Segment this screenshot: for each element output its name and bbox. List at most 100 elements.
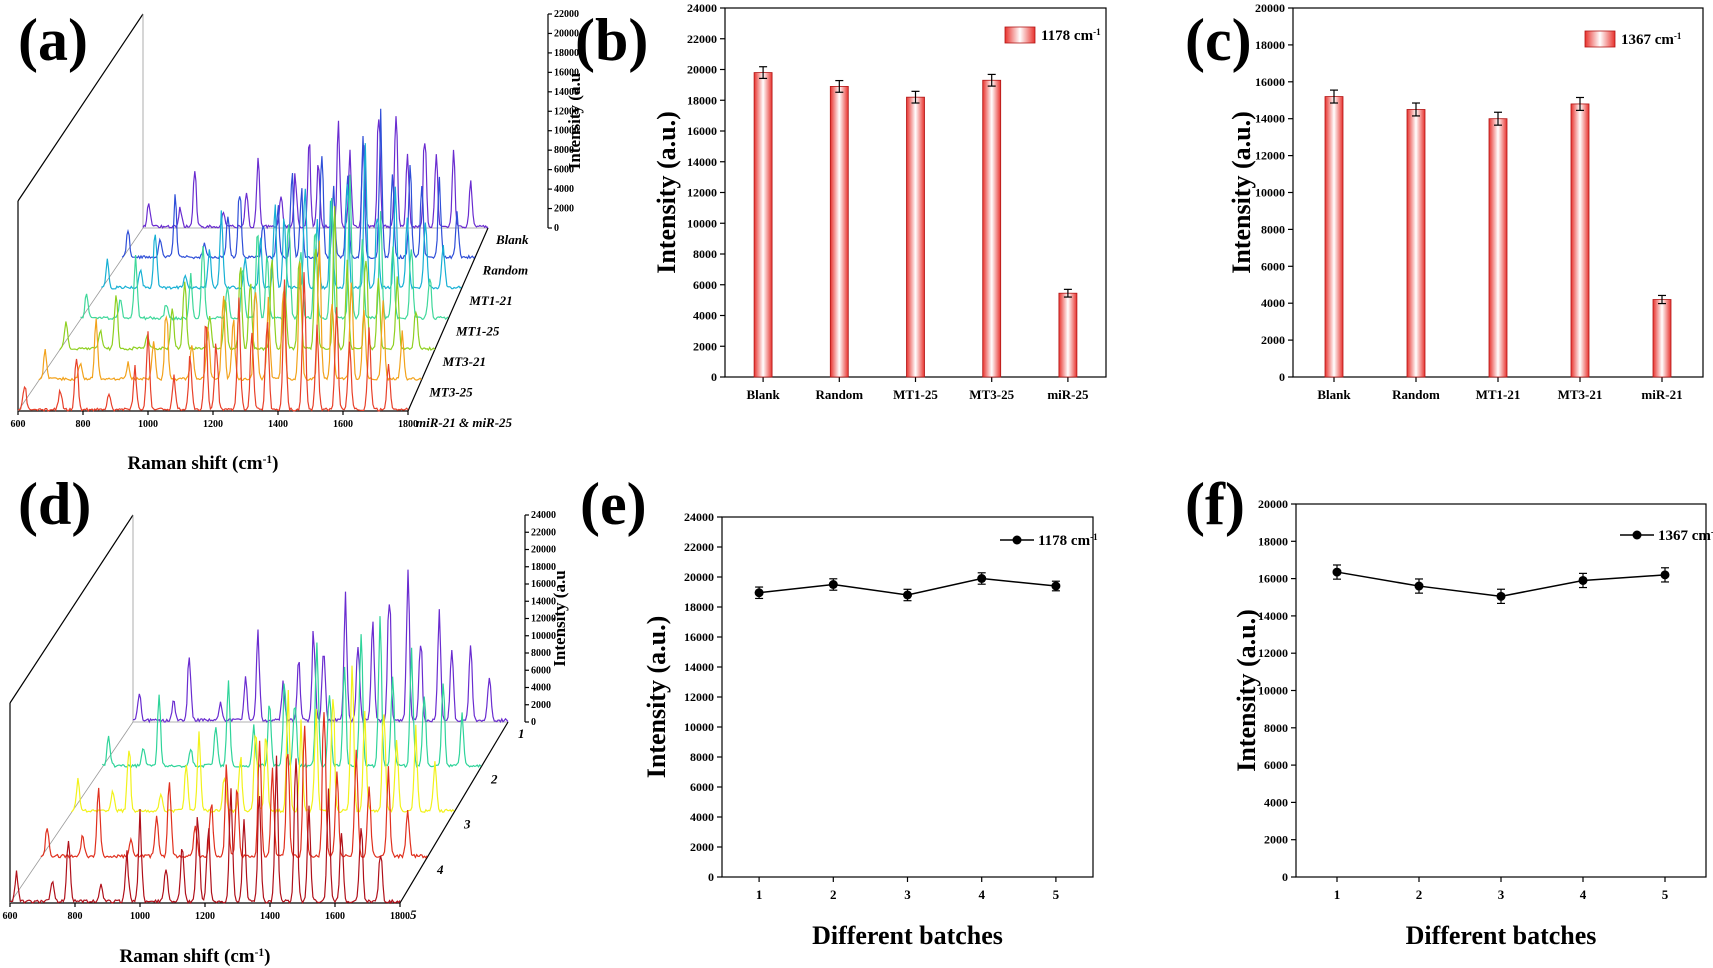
spectrum-line <box>59 206 436 352</box>
z-axis-title-text: Intensity (a.u <box>550 570 569 666</box>
data-point <box>754 588 764 598</box>
z-tick-label: 10000 <box>531 631 556 642</box>
y-tick-label: 4000 <box>1261 296 1285 310</box>
y-tick-label: 20000 <box>1255 1 1285 15</box>
x-tick-label: 1600 <box>325 911 345 922</box>
x-axis-title-end: ) <box>272 453 278 474</box>
y-axis-title-text: Intensity (a.u.) <box>642 616 671 779</box>
spectrum-line <box>17 272 409 413</box>
z-axis-title: Intensity (a.u <box>550 570 569 666</box>
x-tick-label: 1000 <box>130 911 150 922</box>
data-point <box>1414 581 1424 591</box>
legend-label: 1178 cm-1 <box>1038 532 1098 549</box>
y-tick-label: 14000 <box>687 155 717 169</box>
x-axis-title-text: Raman shift (cm <box>128 453 263 474</box>
y-tick-label: 10000 <box>1258 684 1288 698</box>
x-tick-label: 1600 <box>333 419 353 430</box>
y-tick-label: 12000 <box>687 186 717 200</box>
x-axis-title-text: Raman shift (cm <box>120 946 255 967</box>
x-category-label: MT3-25 <box>969 387 1014 402</box>
y-tick-label: 6000 <box>690 780 714 794</box>
legend-swatch <box>1004 26 1036 44</box>
y-tick-label: 8000 <box>690 750 714 764</box>
legend-marker <box>1632 530 1642 540</box>
superscript: -1 <box>255 947 265 959</box>
spectrum-line <box>101 143 462 291</box>
data-point <box>1660 570 1670 580</box>
z-tick-label: 0 <box>554 223 559 234</box>
bar <box>1324 96 1344 378</box>
x-tick-label: 1200 <box>195 911 215 922</box>
z-tick-label: 20000 <box>531 545 556 556</box>
bar <box>1652 299 1672 378</box>
data-point <box>1578 575 1588 585</box>
bar <box>982 79 1002 378</box>
bar <box>753 72 773 378</box>
x-category-label: Random <box>1392 387 1440 402</box>
y-tick-label: 10000 <box>1255 186 1285 200</box>
y-axis-title: Intensity (a.u.) <box>1232 609 1261 772</box>
y-tick-label: 16000 <box>1258 572 1288 586</box>
depth-line-right <box>407 227 489 412</box>
y-tick-label: 6000 <box>1261 259 1285 273</box>
depth-line-bottom <box>9 721 134 904</box>
x-tick-label: 1400 <box>260 911 280 922</box>
y-axis-title-text: Intensity (a.u.) <box>652 111 681 274</box>
z-axis-title-text: Intensity (a.u <box>565 73 584 169</box>
z-tick-label: 20000 <box>554 28 579 39</box>
bar <box>1488 118 1508 378</box>
legend-label: 1178 cm-1 <box>1041 27 1101 44</box>
data-point <box>1496 591 1506 601</box>
spectrum-line <box>142 116 489 230</box>
y-tick-label: 20000 <box>684 570 714 584</box>
series-label: 3 <box>463 817 471 832</box>
series-label: 5 <box>410 907 417 922</box>
y-tick-label: 18000 <box>684 600 714 614</box>
superscript: -1 <box>1093 27 1101 37</box>
z-tick-label: 24000 <box>531 510 556 521</box>
depth-line-bottom <box>17 227 144 412</box>
y-axis-title: Intensity (a.u.) <box>652 111 681 274</box>
legend-label: 1367 cm-1 <box>1658 527 1713 544</box>
x-tick-label: 1800 <box>390 911 410 922</box>
spectrum-line <box>133 569 509 724</box>
y-tick-label: 2000 <box>1261 333 1285 347</box>
panel-label: (b) <box>575 7 648 73</box>
x-category-label: MT1-21 <box>1476 387 1521 402</box>
legend-text: 1178 cm <box>1038 533 1091 549</box>
x-tick-label: 1 <box>1334 887 1341 902</box>
plot-frame <box>1295 503 1707 878</box>
series-label: MT1-25 <box>455 324 500 339</box>
y-tick-label: 2000 <box>693 339 717 353</box>
spectrum-line <box>101 616 482 769</box>
y-tick-label: 10000 <box>687 216 717 230</box>
x-tick-label: 2 <box>1416 887 1423 902</box>
y-tick-label: 18000 <box>1258 534 1288 548</box>
panel-label: (d) <box>18 471 91 537</box>
x-tick-label: 1 <box>756 887 763 902</box>
x-category-label: miR-25 <box>1047 387 1089 402</box>
z-tick-label: 4000 <box>554 184 574 195</box>
data-point <box>1051 581 1061 591</box>
panel-d: (d) 600 800 1000 1200 1400 1600 1800 Raman shift… <box>3 471 570 967</box>
x-axis-title: Raman shift (cm-1) <box>120 946 271 967</box>
x-tick-label: 600 <box>3 911 18 922</box>
x-category-label: miR-21 <box>1641 387 1682 402</box>
x-tick-label: 3 <box>1498 887 1505 902</box>
series-label: MT3-21 <box>442 354 486 369</box>
z-tick-label: 18000 <box>531 562 556 573</box>
bar <box>1058 292 1078 378</box>
y-tick-label: 4000 <box>1264 795 1288 809</box>
z-tick-label: 2000 <box>554 204 574 215</box>
spectrum-line <box>71 665 455 814</box>
spectrum-line <box>80 174 449 321</box>
y-tick-label: 0 <box>1282 870 1288 884</box>
x-tick-label: 1200 <box>203 419 223 430</box>
bar <box>906 96 925 378</box>
z-tick-label: 10000 <box>554 126 579 137</box>
panel-c: (c) 0 2000 4000 6000 8000 10000 12000 14000 16000… <box>1185 1 1704 402</box>
y-tick-label: 4000 <box>690 810 714 824</box>
legend-marker <box>1012 535 1022 545</box>
spectrum-line <box>38 240 422 382</box>
superscript: -1 <box>1711 527 1713 537</box>
